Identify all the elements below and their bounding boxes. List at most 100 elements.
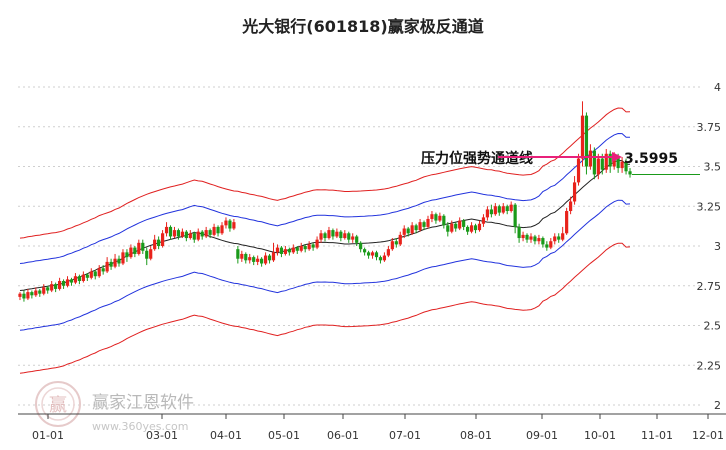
candle-body (569, 201, 573, 212)
candle-body (584, 115, 589, 167)
candle-body (545, 244, 549, 248)
candle-body (18, 293, 22, 297)
candle-body (624, 161, 628, 172)
candle-body (458, 220, 462, 229)
candle-body (260, 258, 264, 264)
candle-body (576, 158, 581, 183)
y-tick-label: 2 (714, 399, 721, 412)
candle-body (157, 239, 161, 246)
candle-body (382, 255, 387, 261)
pressure-annotation: 压力位强势通道线 3.5995 (421, 150, 678, 167)
candle-body (129, 247, 133, 258)
candle-body (580, 115, 585, 159)
watermark: 赢 赢家江恩软件 www.360yes.com (35, 381, 194, 433)
candle-body (57, 280, 62, 289)
candle-body (188, 233, 192, 239)
candle-body (315, 239, 319, 248)
candle-body (355, 236, 359, 243)
candle-body (454, 223, 458, 229)
candle-body (347, 233, 351, 240)
candle-body (370, 252, 375, 256)
candle-body (572, 182, 577, 202)
candle-body (228, 220, 232, 229)
candle-body (30, 292, 34, 296)
outer-upper-band (19, 107, 631, 239)
candle-body (398, 234, 402, 245)
candle-body (339, 231, 343, 239)
candle-body (22, 293, 26, 299)
candle-body (42, 287, 46, 294)
candle-body (600, 158, 604, 170)
y-tick-label: 3.25 (697, 200, 722, 213)
candle-body (240, 253, 244, 259)
candle-body (394, 241, 398, 245)
candle-body (509, 204, 513, 212)
candle-body (256, 258, 260, 262)
candle-body (97, 268, 101, 277)
candle-body (184, 231, 188, 239)
candle-body (180, 231, 184, 237)
candle-body (608, 153, 612, 167)
candle-body (248, 257, 252, 261)
candle-body (26, 292, 30, 299)
candle-body (244, 253, 248, 261)
candle-body (319, 233, 323, 240)
candle-body (489, 209, 493, 215)
y-tick-label: 3 (714, 240, 721, 253)
candle-body (561, 233, 565, 240)
y-axis: 2 2.25 2.5 2.75 3 3.25 3.5 3.75 4 (697, 81, 722, 412)
candle-body (351, 236, 355, 240)
candle-body (422, 222, 426, 227)
candle-body (549, 241, 553, 248)
candle-body (164, 226, 169, 234)
watermark-logo-text: 赢 (49, 394, 67, 416)
annotation-arrowhead (612, 152, 622, 162)
candle-body (406, 228, 410, 234)
candle-body (469, 225, 474, 232)
candle-body (620, 161, 624, 169)
channel-bands (19, 107, 700, 374)
y-tick-label: 2.75 (697, 280, 722, 293)
candle-body (263, 255, 268, 264)
candle-body (374, 252, 379, 258)
candle-body (73, 276, 78, 283)
candle-body (168, 226, 173, 237)
candle-body (252, 257, 256, 262)
x-tick-label: 07-01 (389, 429, 421, 442)
candle-body (628, 171, 632, 175)
candle-body (192, 233, 196, 240)
x-tick-label: 04-01 (210, 429, 242, 442)
candle-body (588, 150, 593, 167)
candle-body (434, 214, 438, 221)
candle-body (109, 261, 113, 267)
candle-body (335, 231, 339, 237)
candle-body (450, 223, 454, 232)
candle-body (220, 225, 224, 234)
candle-body (279, 247, 284, 254)
candle-body (466, 226, 470, 232)
candle-body (125, 252, 129, 258)
candle-body (446, 225, 450, 232)
candle-body (236, 249, 240, 259)
y-tick-label: 3.5 (704, 161, 722, 174)
candle-body (172, 230, 177, 237)
candle-body (418, 222, 422, 231)
candle-body (323, 233, 327, 239)
candle-body (34, 290, 38, 296)
candle-body (359, 242, 363, 250)
x-tick-label: 12-01 (692, 429, 724, 442)
chart-title: 光大银行(601818)赢家极反通道 (241, 17, 483, 36)
candle-body (557, 236, 561, 240)
candle-body (485, 209, 490, 218)
candle-body (208, 230, 212, 235)
outer-lower-band (19, 242, 631, 374)
candle-body (612, 156, 616, 167)
candle-body (430, 214, 434, 219)
candle-body (295, 247, 299, 251)
candle-body (291, 247, 295, 253)
candle-body (442, 215, 446, 226)
candle-body (93, 271, 97, 277)
candle-body (592, 150, 596, 175)
candle-body (501, 206, 505, 213)
x-tick-label: 08-01 (460, 429, 492, 442)
